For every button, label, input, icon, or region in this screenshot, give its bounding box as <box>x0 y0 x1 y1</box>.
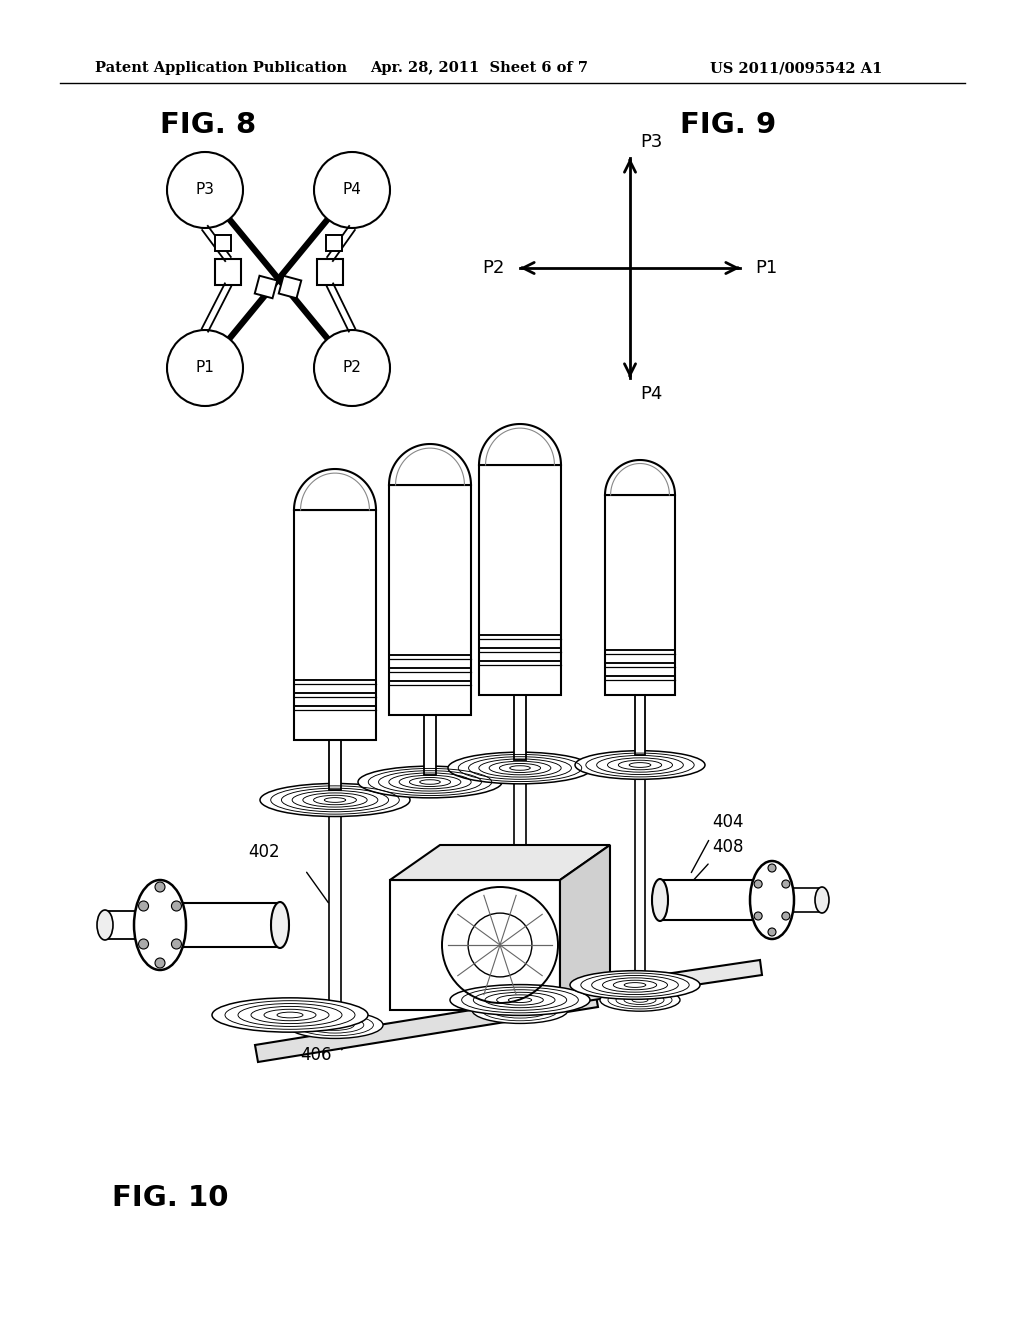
Text: Patent Application Publication: Patent Application Publication <box>95 61 347 75</box>
Polygon shape <box>255 276 278 298</box>
Circle shape <box>155 958 165 968</box>
Circle shape <box>768 865 776 873</box>
Polygon shape <box>390 880 560 1010</box>
Ellipse shape <box>212 998 368 1032</box>
Ellipse shape <box>652 879 668 921</box>
Ellipse shape <box>472 997 568 1023</box>
Bar <box>215 259 241 285</box>
Ellipse shape <box>271 902 289 948</box>
Ellipse shape <box>260 784 410 817</box>
Circle shape <box>782 880 790 888</box>
Circle shape <box>768 928 776 936</box>
Bar <box>329 741 341 789</box>
Text: 402: 402 <box>248 843 280 861</box>
Text: P3: P3 <box>640 133 663 150</box>
Circle shape <box>138 939 148 949</box>
Polygon shape <box>215 235 230 251</box>
Ellipse shape <box>815 887 829 913</box>
Bar <box>150 903 280 946</box>
Ellipse shape <box>287 1011 383 1039</box>
Text: 406: 406 <box>300 1045 332 1064</box>
Bar <box>329 810 341 1026</box>
Circle shape <box>314 152 390 228</box>
Circle shape <box>155 882 165 892</box>
Circle shape <box>314 330 390 407</box>
Ellipse shape <box>600 989 680 1011</box>
Ellipse shape <box>570 970 700 999</box>
Bar <box>514 775 526 1010</box>
Text: P4: P4 <box>640 385 663 403</box>
Ellipse shape <box>450 985 590 1015</box>
Circle shape <box>754 912 762 920</box>
Polygon shape <box>560 845 610 1010</box>
Bar <box>479 465 561 696</box>
Text: FIG. 9: FIG. 9 <box>680 111 776 139</box>
Circle shape <box>171 939 181 949</box>
Text: P1: P1 <box>196 360 214 375</box>
Bar <box>605 495 675 696</box>
Text: 408: 408 <box>712 838 743 855</box>
Circle shape <box>167 152 243 228</box>
Text: P3: P3 <box>196 182 214 198</box>
Bar <box>635 775 645 1001</box>
Bar <box>389 484 471 715</box>
Polygon shape <box>327 235 342 251</box>
Text: 404: 404 <box>712 813 743 832</box>
Ellipse shape <box>575 751 705 779</box>
Ellipse shape <box>449 752 592 784</box>
Bar <box>105 911 160 939</box>
Text: P2: P2 <box>482 259 505 277</box>
Text: FIG. 10: FIG. 10 <box>112 1184 228 1212</box>
Text: Apr. 28, 2011  Sheet 6 of 7: Apr. 28, 2011 Sheet 6 of 7 <box>370 61 588 75</box>
Polygon shape <box>255 990 598 1063</box>
Bar <box>635 696 645 755</box>
Ellipse shape <box>134 880 186 970</box>
Circle shape <box>782 912 790 920</box>
Bar <box>294 510 376 741</box>
Polygon shape <box>490 960 762 1015</box>
Bar <box>660 880 780 920</box>
Bar <box>780 888 822 912</box>
Circle shape <box>167 330 243 407</box>
Polygon shape <box>279 276 301 298</box>
Text: P1: P1 <box>755 259 777 277</box>
Polygon shape <box>390 845 610 880</box>
Circle shape <box>171 902 181 911</box>
Ellipse shape <box>97 909 113 940</box>
Bar <box>317 259 343 285</box>
Bar <box>424 715 436 775</box>
Polygon shape <box>605 459 675 495</box>
Ellipse shape <box>750 861 794 939</box>
Text: P2: P2 <box>343 360 361 375</box>
Ellipse shape <box>358 766 502 797</box>
Polygon shape <box>389 444 471 484</box>
Text: P4: P4 <box>343 182 361 198</box>
Circle shape <box>754 880 762 888</box>
Bar <box>514 696 526 760</box>
Polygon shape <box>479 424 561 465</box>
Text: US 2011/0095542 A1: US 2011/0095542 A1 <box>710 61 883 75</box>
Text: FIG. 8: FIG. 8 <box>160 111 256 139</box>
Polygon shape <box>294 469 376 510</box>
Circle shape <box>138 902 148 911</box>
